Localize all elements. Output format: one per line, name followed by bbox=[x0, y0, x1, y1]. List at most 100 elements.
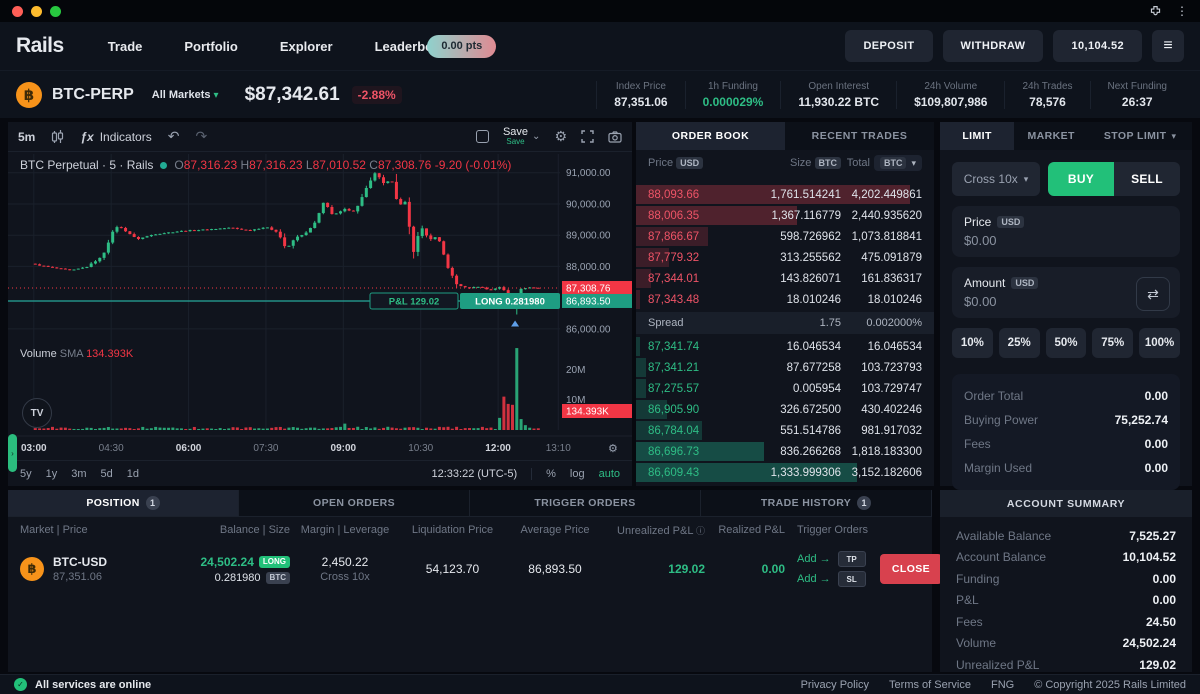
window-titlebar: ⋮ bbox=[0, 0, 1200, 22]
range-3m[interactable]: 3m bbox=[71, 467, 87, 480]
order-type-tab-market[interactable]: MARKET bbox=[1014, 122, 1089, 150]
orderbook-row-bid[interactable]: 87,275.57 0.005954 103.729747 bbox=[636, 378, 934, 399]
orderbook-row-ask[interactable]: 87,344.01 143.826071 161.836317 bbox=[636, 268, 934, 289]
leverage-select[interactable]: Cross 10x ▾ bbox=[952, 162, 1040, 196]
orderbook-row-ask[interactable]: 87,779.32 313.255562 475.091879 bbox=[636, 247, 934, 268]
multichart-icon[interactable] bbox=[475, 130, 489, 143]
orderbook-row-ask[interactable]: 87,343.48 18.010246 18.010246 bbox=[636, 289, 934, 310]
deposit-button[interactable]: DEPOSIT bbox=[845, 30, 933, 62]
close-window-icon[interactable] bbox=[12, 5, 23, 17]
range-1y[interactable]: 1y bbox=[45, 467, 58, 480]
chart-clock[interactable]: 12:33:22 (UTC-5) bbox=[431, 467, 518, 480]
add-tp-button[interactable]: TP bbox=[837, 551, 866, 567]
percent-scale-button[interactable]: % bbox=[546, 467, 556, 480]
withdraw-button[interactable]: WITHDRAW bbox=[942, 30, 1044, 62]
range-5d[interactable]: 5d bbox=[100, 467, 113, 480]
swap-currency-icon[interactable]: ⇄ bbox=[1136, 277, 1170, 311]
nav-item-portfolio[interactable]: Portfolio bbox=[184, 38, 238, 54]
status-bar: ✓ All services are online Privacy Policy… bbox=[0, 674, 1200, 694]
percent-button-100[interactable]: 100% bbox=[1139, 328, 1180, 358]
ob-price: 87,344.01 bbox=[648, 272, 700, 285]
balance-button[interactable]: 10,104.52 bbox=[1053, 30, 1142, 62]
account-value: 24.50 bbox=[1145, 614, 1176, 629]
account-value: 10,104.52 bbox=[1122, 550, 1176, 565]
stat-label: 24h Trades bbox=[1022, 80, 1073, 92]
stat-value: $109,807,986 bbox=[914, 94, 988, 109]
orderbook-row-ask[interactable]: 87,866.67 598.726962 1,073.818841 bbox=[636, 226, 934, 247]
points-pill[interactable]: 0.00 pts bbox=[427, 34, 497, 58]
sell-tab-button[interactable]: SELL bbox=[1114, 162, 1180, 196]
indicators-button[interactable]: ƒx Indicators bbox=[80, 130, 151, 144]
market-stat: 24h Volume $109,807,986 bbox=[896, 80, 1004, 109]
candlestick-chart[interactable]: P&L 129.02 LONG 0.281980 91,000.00 90,000.0… bbox=[8, 152, 632, 460]
tab-open-orders[interactable]: OPEN ORDERS bbox=[239, 490, 470, 516]
minimize-window-icon[interactable] bbox=[31, 5, 42, 17]
footer-link-privacy-policy[interactable]: Privacy Policy bbox=[800, 678, 870, 691]
buy-tab-button[interactable]: BUY bbox=[1048, 162, 1114, 196]
order-type-tab-stop-limit[interactable]: STOP LIMIT ▾ bbox=[1088, 122, 1193, 150]
timeframe-button[interactable]: 5m bbox=[18, 129, 36, 144]
fullscreen-icon[interactable] bbox=[581, 130, 594, 143]
auto-scale-button[interactable]: auto bbox=[598, 467, 620, 480]
chart-settings-icon[interactable]: ⚙ bbox=[554, 128, 567, 144]
summary-value: 75,252.74 bbox=[1114, 413, 1168, 427]
percent-button-25[interactable]: 25% bbox=[998, 328, 1040, 358]
tab-trade-history[interactable]: TRADE HISTORY 1 bbox=[701, 490, 932, 516]
percent-button-75[interactable]: 75% bbox=[1092, 328, 1134, 358]
svg-text:13:10: 13:10 bbox=[546, 443, 571, 454]
orderbook-row-bid[interactable]: 86,784.04 551.514786 981.917032 bbox=[636, 420, 934, 441]
chart-area[interactable]: BTC Perpetual · 5 · Rails O87,316.23 H87… bbox=[8, 152, 632, 472]
save-layout-button[interactable]: Save Save ⌄ bbox=[503, 127, 540, 146]
amount-input[interactable]: Amount USD $0.00 ⇄ bbox=[952, 267, 1180, 318]
price-input[interactable]: Price USD $0.00 bbox=[952, 206, 1180, 257]
orderbook-row-ask[interactable]: 88,006.35 1,367.116779 2,440.935620 bbox=[636, 205, 934, 226]
ob-total: 161.836317 bbox=[861, 272, 922, 285]
redo-icon[interactable]: ↷ bbox=[195, 128, 208, 144]
tab-order-book[interactable]: ORDER BOOK bbox=[636, 122, 785, 150]
snapshot-camera-icon[interactable] bbox=[608, 130, 622, 143]
tab-position[interactable]: POSITION 1 bbox=[8, 490, 239, 516]
price-column-label: Price bbox=[648, 157, 674, 169]
range-buttons: 5y 1y 3m 5d 1d bbox=[20, 468, 139, 480]
position-row: ฿ BTC-USD 87,351.06 24,502.24 LONG 0.2819… bbox=[8, 543, 942, 595]
orderbook-row-bid[interactable]: 87,341.21 87.677258 103.723793 bbox=[636, 357, 934, 378]
tab-trigger-orders[interactable]: TRIGGER ORDERS bbox=[470, 490, 701, 516]
footer-link-fng[interactable]: FNG bbox=[990, 678, 1015, 691]
orderbook-row-bid[interactable]: 86,696.73 836.266268 1,818.183300 bbox=[636, 441, 934, 462]
range-1d[interactable]: 1d bbox=[126, 467, 140, 480]
tab-recent-trades[interactable]: RECENT TRADES bbox=[785, 122, 934, 150]
orderbook-row-bid[interactable]: 86,609.43 1,333.999306 3,152.182606 bbox=[636, 462, 934, 483]
hamburger-menu-icon[interactable]: ≡ bbox=[1152, 30, 1184, 62]
percent-button-50[interactable]: 50% bbox=[1045, 328, 1087, 358]
footer-link-terms-of-service[interactable]: Terms of Service bbox=[889, 678, 971, 691]
close-position-button[interactable]: CLOSE bbox=[880, 554, 942, 584]
rails-logo[interactable]: Rails bbox=[16, 34, 64, 57]
candle-style-icon[interactable] bbox=[51, 129, 64, 144]
orderbook-row-bid[interactable]: 86,905.90 326.672500 430.402246 bbox=[636, 399, 934, 420]
total-unit-select[interactable]: BTC ▾ bbox=[873, 155, 922, 171]
nav-item-explorer[interactable]: Explorer bbox=[279, 38, 333, 54]
order-type-tab-limit[interactable]: LIMIT bbox=[940, 122, 1015, 150]
market-selector[interactable]: All Markets ▾ bbox=[152, 89, 219, 101]
add-sl-button[interactable]: SL bbox=[837, 571, 866, 587]
nav-item-trade[interactable]: Trade bbox=[107, 38, 143, 54]
depth-bar bbox=[636, 206, 797, 225]
tradingview-logo[interactable]: TV bbox=[22, 398, 52, 428]
price-input-value: $0.00 bbox=[964, 233, 997, 248]
orderbook-row-ask[interactable]: 88,093.66 1,761.514241 4,202.449861 bbox=[636, 184, 934, 205]
svg-text:09:00: 09:00 bbox=[331, 443, 357, 454]
svg-text:87,308.76: 87,308.76 bbox=[566, 284, 611, 295]
extensions-icon[interactable] bbox=[1149, 5, 1162, 18]
log-scale-button[interactable]: log bbox=[569, 467, 585, 480]
orderbook-row-bid[interactable]: 87,341.74 16.046534 16.046534 bbox=[636, 336, 934, 357]
chart-scroll-handle[interactable]: › bbox=[8, 434, 17, 472]
undo-icon[interactable]: ↶ bbox=[167, 128, 180, 144]
range-5y[interactable]: 5y bbox=[20, 467, 32, 480]
zoom-window-icon[interactable] bbox=[50, 5, 61, 17]
overflow-menu-icon[interactable]: ⋮ bbox=[1176, 4, 1188, 18]
depth-bar bbox=[636, 248, 669, 267]
axis-settings-icon[interactable]: ⚙ bbox=[608, 443, 618, 455]
summary-label: Margin Used bbox=[964, 461, 1033, 475]
order-type-tabs: LIMIT MARKET STOP LIMIT ▾ bbox=[940, 122, 1193, 150]
percent-button-10[interactable]: 10% bbox=[952, 328, 993, 358]
